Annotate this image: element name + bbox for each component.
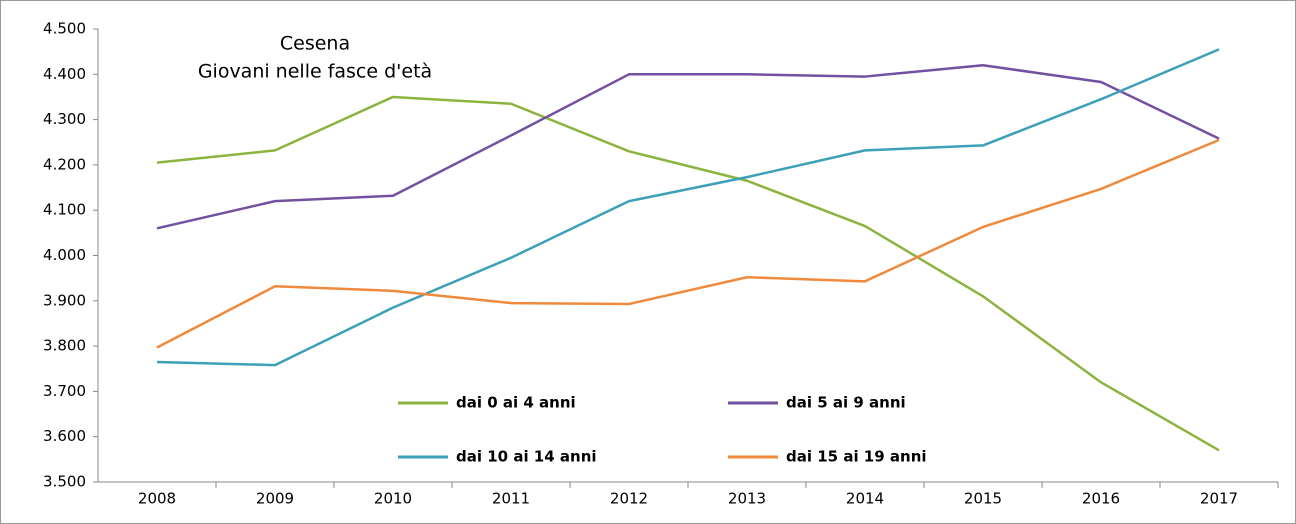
- x-tick-label: 2014: [846, 490, 884, 508]
- y-tick-label: 4.300: [43, 110, 86, 128]
- y-tick-label: 3.700: [43, 382, 86, 400]
- y-tick-label: 3.800: [43, 337, 86, 355]
- y-tick-label: 4.100: [43, 201, 86, 219]
- y-tick-label: 3.900: [43, 291, 86, 309]
- series-line: [156, 48, 1220, 367]
- y-tick-label: 4.500: [43, 20, 86, 38]
- y-tick-label: 4.000: [43, 246, 86, 264]
- x-tick-label: 2009: [256, 490, 294, 508]
- y-tick-label: 3.500: [43, 473, 86, 491]
- x-tick-label: 2010: [374, 490, 412, 508]
- y-tick-label: 3.600: [43, 427, 86, 445]
- legend-label: dai 15 ai 19 anni: [786, 448, 927, 466]
- x-tick-label: 2017: [1200, 490, 1238, 508]
- y-tick-label: 4.200: [43, 155, 86, 173]
- legend-label: dai 5 ai 9 anni: [786, 394, 906, 412]
- series-line: [156, 138, 1220, 349]
- x-tick-label: 2012: [610, 490, 648, 508]
- chart-subtitle: Giovani nelle fasce d'età: [198, 61, 432, 83]
- legend-label: dai 0 ai 4 anni: [456, 394, 576, 412]
- legend-label: dai 10 ai 14 anni: [456, 448, 597, 466]
- x-tick-label: 2011: [492, 490, 530, 508]
- y-tick-label: 4.400: [43, 65, 86, 83]
- x-tick-label: 2008: [138, 490, 176, 508]
- series-line: [156, 95, 1220, 452]
- x-tick-label: 2013: [728, 490, 766, 508]
- x-tick-label: 2015: [964, 490, 1002, 508]
- x-tick-label: 2016: [1082, 490, 1120, 508]
- series-line: [156, 63, 1220, 230]
- chart-title: Cesena: [280, 33, 350, 55]
